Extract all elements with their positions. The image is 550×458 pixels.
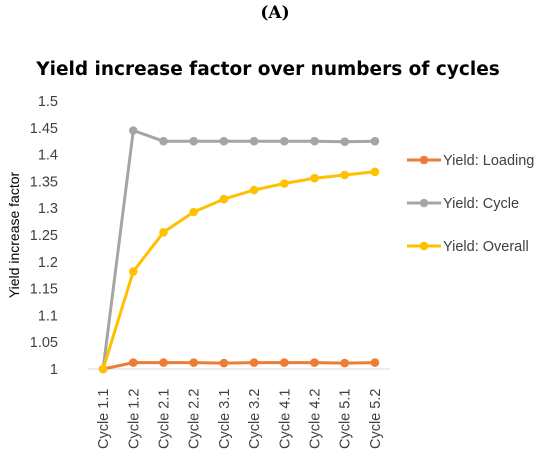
x-tick-label: Cycle 5.1 (338, 389, 354, 449)
data-point (310, 173, 319, 183)
y-axis-label: Yield increase factor (6, 172, 22, 299)
y-tick-label: 1.3 (38, 201, 58, 217)
x-tick-label: Cycle 2.1 (157, 389, 173, 449)
chart-title: Yield increase factor over numbers of cy… (35, 59, 500, 80)
data-point (129, 126, 138, 135)
data-point (249, 185, 259, 195)
legend-item: Yield: Overall (407, 239, 529, 255)
legend-label: Yield: Overall (443, 239, 529, 255)
x-tick-label: Cycle 1.2 (126, 389, 142, 449)
data-point (249, 136, 259, 146)
legend-swatch-marker (419, 155, 429, 165)
data-point (159, 358, 168, 367)
data-point (370, 167, 380, 177)
data-point (370, 136, 380, 146)
y-axis-ticks: 1 1.05 1.1 1.15 1.2 1.25 1.3 1.35 1.4 1.45 1.5 (30, 94, 58, 378)
data-point (129, 358, 138, 367)
legend-item: Yield: Cycle (407, 196, 519, 212)
y-tick-label: 1 (50, 362, 58, 378)
series-layer (98, 126, 380, 374)
data-point (370, 358, 380, 367)
x-tick-label: Cycle 4.2 (308, 389, 324, 449)
series-2 (98, 126, 380, 374)
y-tick-label: 1.45 (30, 121, 58, 137)
y-tick-label: 1.1 (38, 308, 58, 324)
x-tick-label: Cycle 5.2 (368, 389, 384, 449)
y-tick-label: 1.2 (38, 255, 58, 271)
legend: Yield: Loading Yield: Cycle Yield: Overall (407, 153, 534, 255)
x-tick-label: Cycle 3.2 (247, 389, 263, 449)
legend-swatch-marker (419, 241, 429, 251)
y-tick-label: 1.25 (30, 228, 58, 244)
data-point (219, 136, 229, 146)
y-tick-label: 1.15 (30, 282, 58, 298)
x-tick-label: Cycle 4.1 (277, 389, 293, 449)
data-point (219, 358, 229, 368)
data-point (280, 358, 289, 367)
x-tick-label: Cycle 2.2 (187, 389, 203, 449)
x-axis-ticks: Cycle 1.1 Cycle 1.2 Cycle 2.1 Cycle 2.2 Cycl… (96, 389, 384, 449)
data-point (340, 358, 350, 368)
y-tick-label: 1.4 (38, 148, 58, 164)
legend-label: Yield: Loading (443, 153, 534, 169)
data-point (189, 358, 198, 367)
legend-label: Yield: Cycle (443, 196, 519, 212)
data-point (310, 358, 319, 367)
data-point (280, 136, 289, 146)
data-point (98, 364, 108, 374)
y-tick-label: 1.05 (30, 335, 58, 351)
data-point (280, 179, 289, 188)
series-1 (98, 358, 380, 374)
data-point (249, 358, 259, 367)
data-point (340, 137, 350, 146)
series-line (101, 129, 377, 371)
data-point (219, 194, 229, 204)
data-point (159, 136, 168, 146)
x-tick-label: Cycle 1.1 (96, 389, 112, 449)
y-tick-label: 1.5 (38, 94, 58, 110)
data-point (340, 170, 350, 180)
data-point (189, 207, 198, 217)
x-tick-label: Cycle 3.1 (217, 389, 233, 449)
series-3 (98, 167, 380, 374)
y-tick-label: 1.35 (30, 174, 58, 190)
series-line (101, 170, 377, 371)
data-point (189, 136, 198, 146)
legend-swatch-marker (419, 198, 429, 208)
data-point (310, 136, 319, 146)
series-line (101, 361, 377, 371)
legend-item: Yield: Loading (407, 153, 534, 169)
data-point (159, 228, 168, 237)
data-point (129, 267, 138, 276)
panel-label: (A) (260, 3, 290, 23)
